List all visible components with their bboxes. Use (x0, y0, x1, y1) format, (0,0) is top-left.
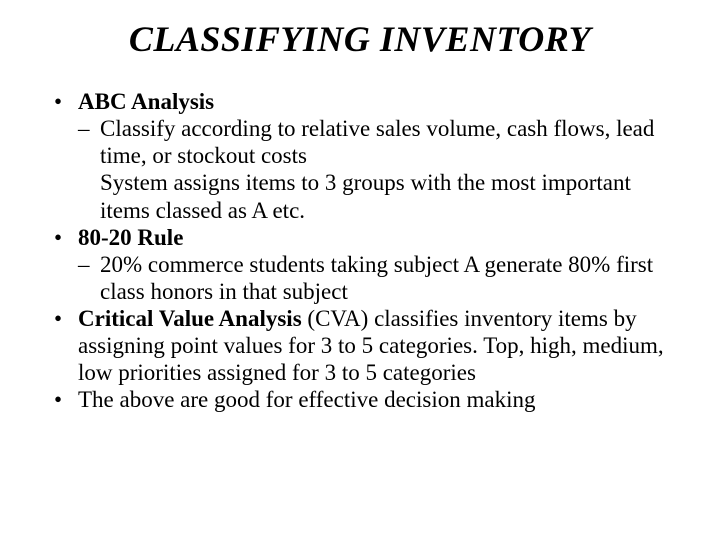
dash-marker: – (78, 115, 100, 169)
slide-title: CLASSIFYING INVENTORY (50, 18, 670, 60)
bullet-1-sub-1: – Classify according to relative sales v… (78, 115, 670, 169)
bullet-3: • Critical Value Analysis (CVA) classifi… (50, 305, 670, 386)
bullet-3-text: Critical Value Analysis (CVA) classifies… (78, 305, 670, 386)
bullet-1-sub-2: System assigns items to 3 groups with th… (100, 169, 670, 223)
bullet-2: • 80-20 Rule (50, 224, 670, 251)
bullet-3-label: Critical Value Analysis (78, 306, 302, 331)
bullet-2-label: 80-20 Rule (78, 224, 670, 251)
dash-marker: – (78, 251, 100, 305)
bullet-1-sub-1-text: Classify according to relative sales vol… (100, 115, 670, 169)
slide-content: • ABC Analysis – Classify according to r… (50, 88, 670, 414)
bullet-4-text: The above are good for effective decisio… (78, 386, 670, 413)
bullet-1: • ABC Analysis (50, 88, 670, 115)
bullet-marker: • (50, 224, 78, 251)
bullet-4: • The above are good for effective decis… (50, 386, 670, 413)
bullet-marker: • (50, 305, 78, 386)
bullet-marker: • (50, 386, 78, 413)
bullet-1-label: ABC Analysis (78, 88, 670, 115)
bullet-2-sub-1: – 20% commerce students taking subject A… (78, 251, 670, 305)
bullet-marker: • (50, 88, 78, 115)
bullet-1-sub-2-text: System assigns items to 3 groups with th… (100, 170, 631, 222)
bullet-2-sub-1-text: 20% commerce students taking subject A g… (100, 251, 670, 305)
